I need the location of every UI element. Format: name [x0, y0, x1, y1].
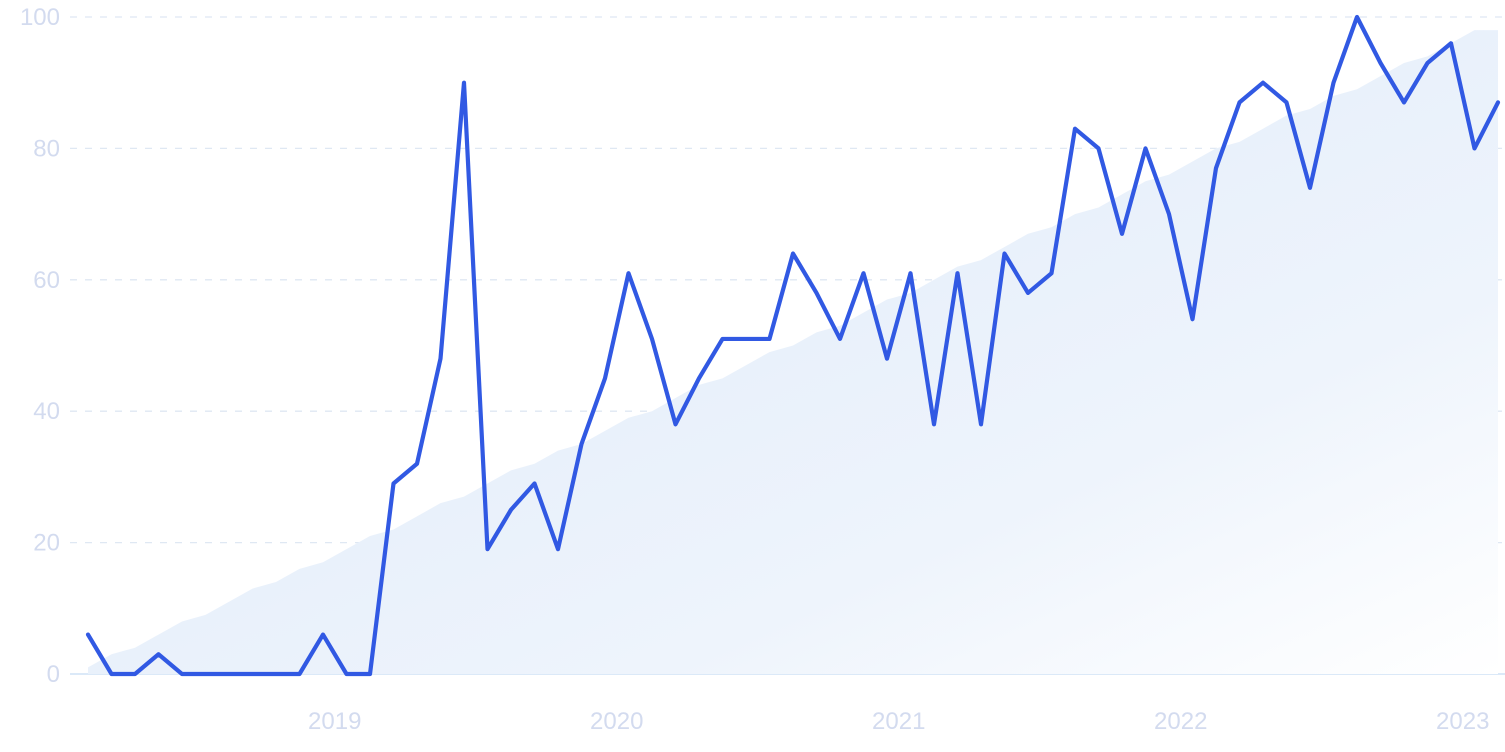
x-tick-label: 2022 [1154, 708, 1207, 735]
x-tick-label: 2020 [590, 708, 643, 735]
y-tick-label: 0 [47, 661, 60, 688]
x-tick-label: 2021 [872, 708, 925, 735]
trend-area-layer [88, 30, 1498, 674]
y-tick-label: 60 [33, 267, 60, 294]
series-line [85, 14, 1501, 677]
x-tick-label: 2019 [308, 708, 361, 735]
series-line-layer [85, 14, 1501, 677]
y-tick-label: 40 [33, 398, 60, 425]
y-tick-label: 20 [33, 530, 60, 557]
y-tick-label: 100 [20, 4, 60, 31]
x-axis-ticks: 2019 2020 2021 2022 2023 [308, 708, 1489, 735]
y-axis-ticks: 0 20 40 60 80 100 [20, 4, 60, 688]
trend-area [88, 30, 1498, 674]
x-tick-label: 2023 [1436, 708, 1489, 735]
y-tick-label: 80 [33, 135, 60, 162]
